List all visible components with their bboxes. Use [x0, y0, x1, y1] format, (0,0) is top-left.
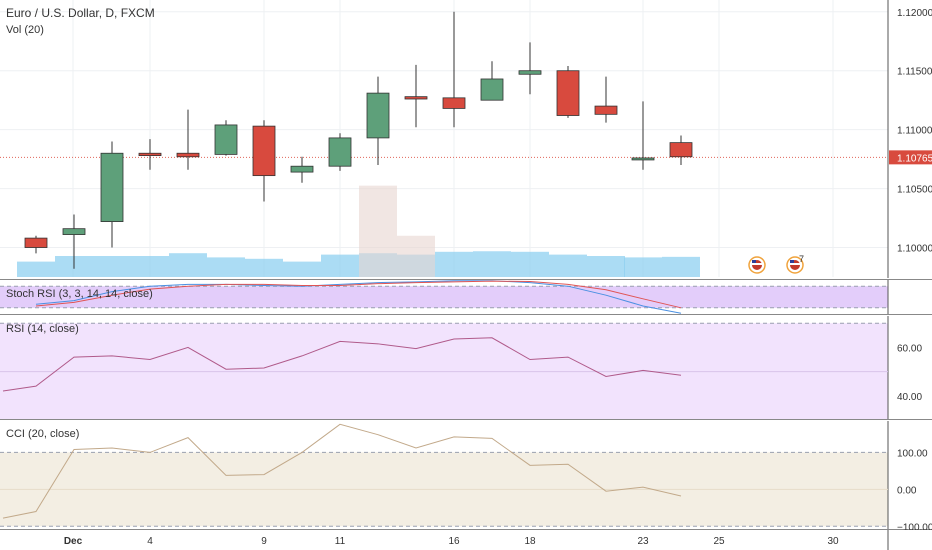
- candle-body: [480, 78, 504, 101]
- date-tick-label: 11: [335, 536, 346, 547]
- volume-label[interactable]: Vol (20): [6, 24, 44, 36]
- candle-body: [62, 228, 86, 235]
- candle-body: [24, 237, 48, 248]
- rsi-label[interactable]: RSI (14, close): [6, 323, 79, 335]
- candle-body: [100, 152, 124, 222]
- candle-body: [442, 97, 466, 109]
- date-tick-label: 25: [713, 536, 725, 547]
- date-tick-label: 4: [147, 536, 153, 547]
- price-tick-label: 1.11000: [897, 126, 932, 137]
- price-tick-label: 1.12000: [897, 8, 932, 19]
- candle-body: [138, 152, 162, 156]
- volume-bar: [549, 254, 587, 277]
- candle-body: [176, 152, 200, 158]
- current-price-label: 1.10765: [897, 153, 932, 164]
- cci-tick-label: 0.00: [897, 485, 917, 496]
- price-tick-cut: 100.00: [897, 277, 925, 278]
- price-tick-label: 1.10500: [897, 185, 932, 196]
- event-count-badge: 7: [799, 254, 804, 264]
- cci-tick-label: 100.00: [897, 448, 928, 459]
- candle-body: [214, 124, 238, 155]
- event-flag-icon: [786, 256, 804, 274]
- volume-bar: [321, 254, 359, 277]
- volume-bar: [587, 256, 625, 277]
- volume-bar: [435, 251, 473, 277]
- candle-body: [404, 96, 428, 100]
- stoch-rsi-label[interactable]: Stoch RSI (3, 3, 14, 14, close): [6, 288, 153, 300]
- candle-body: [631, 157, 655, 161]
- candle-body: [556, 70, 580, 116]
- stoch-series-line: [35, 280, 682, 314]
- date-tick-label: 16: [448, 536, 460, 547]
- volume-bar: [245, 258, 283, 277]
- candle-body: [290, 165, 314, 173]
- volume-bar: [473, 251, 511, 277]
- volume-shadow-bar: [397, 235, 435, 277]
- volume-shadow-bar: [359, 185, 397, 277]
- date-tick-label: 9: [261, 536, 267, 547]
- stoch-band: [0, 286, 888, 308]
- price-tick-label: 1.11500: [897, 67, 932, 78]
- candle-body: [252, 125, 276, 177]
- volume-bar: [207, 257, 245, 277]
- stoch-series-line: [35, 280, 682, 309]
- cci-pane[interactable]: 100.00 0.00 −100.00: [0, 421, 932, 530]
- price-chart[interactable]: 1.12000 1.11500 1.11000 1.10500 1.10000 1.107…: [0, 0, 932, 278]
- candle-body: [594, 105, 618, 115]
- volume-bar: [624, 257, 662, 277]
- volume-bar: [17, 261, 55, 277]
- volume-bar: [93, 256, 131, 277]
- date-tick-label: Dec: [64, 536, 83, 547]
- symbol-title[interactable]: Euro / U.S. Dollar, D, FXCM: [6, 6, 155, 20]
- volume-bar: [283, 261, 321, 277]
- price-tick-label: 1.10000: [897, 244, 932, 255]
- date-tick-label: 30: [827, 536, 839, 547]
- volume-bar: [662, 256, 700, 277]
- cci-tick-label: −100.00: [897, 522, 932, 530]
- volume-bar: [511, 251, 549, 277]
- candle-body: [669, 142, 693, 158]
- stoch-rsi-pane[interactable]: [0, 279, 932, 315]
- rsi-tick-label: 40.00: [897, 392, 922, 403]
- candle-body: [328, 137, 352, 167]
- date-tick-label: 18: [524, 536, 536, 547]
- rsi-tick-label: 60.00: [897, 343, 922, 354]
- date-tick-label: 23: [637, 536, 649, 547]
- candle-body: [518, 70, 542, 75]
- current-price-badge: [889, 150, 932, 165]
- event-flag-icon: [748, 256, 766, 274]
- candle-body: [366, 92, 390, 139]
- volume-bar: [131, 256, 169, 277]
- cci-label[interactable]: CCI (20, close): [6, 428, 80, 440]
- date-axis: Dec 4 9 11 16 18 23 25 30: [64, 530, 889, 550]
- volume-bar: [169, 253, 207, 277]
- rsi-pane[interactable]: 60.00 40.00: [0, 316, 932, 420]
